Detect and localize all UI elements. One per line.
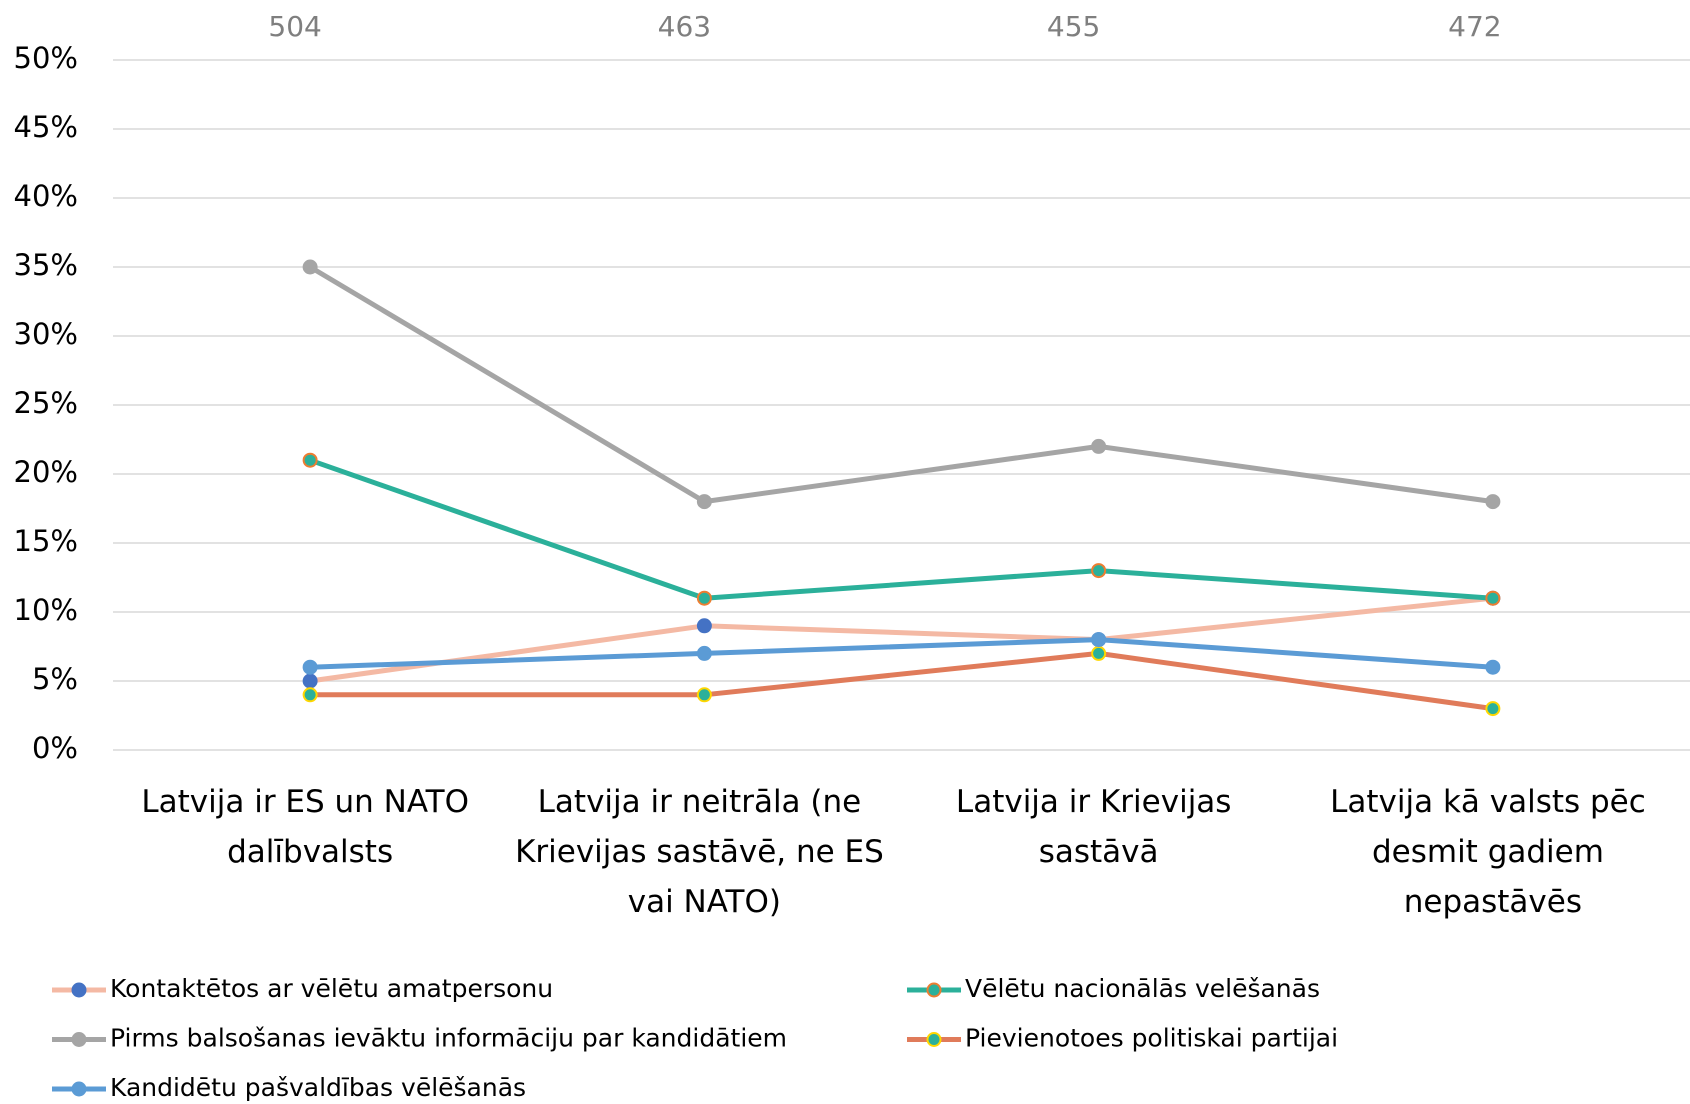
series-line [308,264,1494,505]
sample-size: 472 [1448,10,1501,43]
legend-marker [71,1081,87,1097]
marker [696,590,712,606]
label-line: vai NATO) [628,884,781,920]
legend-marker [71,982,87,998]
marker [1091,438,1107,454]
marker [302,452,318,468]
label-line: Latvija ir Krievijas [956,784,1241,820]
y-tick-label: 0% [32,731,78,765]
series-line [309,595,1494,684]
y-tick-label: 35% [14,248,78,282]
marker [1485,494,1501,510]
label-line: Latvija ir ES un NATO [141,784,479,820]
series-line [309,457,1494,601]
x-tick-label: Latvija ir Krievijas sastāvā [956,784,1241,870]
marker [1485,590,1501,606]
sample-size: 455 [1047,10,1100,43]
y-tick-label: 45% [14,110,78,144]
x-tick-label: Latvija ir ES un NATO dalībvalsts [141,784,479,870]
legend-marker [926,1032,942,1047]
marker [696,494,712,510]
sample-size: 504 [268,10,321,43]
marker [696,645,712,661]
marker [1091,563,1107,579]
legend-label: Kontaktētos ar vēlētu amatpersonu [110,974,553,1003]
marker [1485,701,1501,717]
y-tick-label: 20% [14,455,78,489]
sample-size: 463 [658,10,711,43]
y-tick-label: 15% [14,524,78,558]
series-line [310,637,1494,670]
label-line: Latvija kā valsts pēc [1330,784,1656,820]
series-line [310,650,1494,712]
x-tick-label: Latvija ir neitrāla (ne Krievijas sastāv… [515,784,894,920]
marker [302,259,318,275]
legend-label: Pievienotoes politiskai partijai [965,1024,1338,1053]
marker [696,687,712,703]
label-line: Latvija ir neitrāla (ne [538,784,871,820]
marker [696,618,712,634]
y-tick-label: 25% [14,386,78,420]
marker [1091,632,1107,648]
y-tick-label: 30% [14,317,78,351]
marker [302,687,318,703]
label-line: dalībvalsts [227,834,393,870]
legend-label: Pirms balsošanas ievāktu informāciju par… [110,1024,787,1053]
label-line: desmit gadiem [1372,834,1614,870]
legend-label: Vēlētu nacionālās velēšanās [965,974,1320,1003]
legend-marker [71,1032,87,1047]
legend-label: Kandidētu pašvaldības vēlēšanās [110,1073,526,1102]
marker [302,659,318,675]
marker [1091,645,1107,661]
y-tick-label: 50% [14,41,78,75]
label-line: nepastāvēs [1404,884,1582,920]
y-tick-label: 5% [32,662,78,696]
y-tick-label: 10% [14,593,78,627]
y-tick-label: 40% [14,179,78,213]
legend-marker [926,982,942,998]
label-line: sastāvā [1039,834,1159,870]
label-line: Krievijas sastāvē, ne ES [515,834,894,870]
marker [302,673,318,689]
marker [1485,659,1501,675]
x-tick-label: Latvija kā valsts pēc desmit gadiem nepa… [1330,784,1656,920]
